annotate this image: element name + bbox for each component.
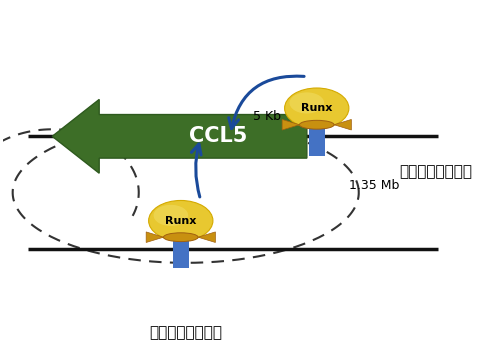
Ellipse shape: [284, 88, 349, 129]
Text: CCL5: CCL5: [188, 126, 247, 146]
Bar: [173, 233, 188, 268]
Polygon shape: [198, 232, 216, 242]
Polygon shape: [282, 120, 300, 130]
Text: 5 Kb: 5 Kb: [254, 111, 281, 124]
Bar: [309, 121, 324, 156]
Ellipse shape: [154, 205, 188, 226]
Ellipse shape: [148, 201, 213, 241]
Ellipse shape: [164, 233, 198, 242]
Ellipse shape: [300, 120, 334, 129]
Ellipse shape: [290, 92, 324, 114]
Text: Runx: Runx: [301, 103, 332, 113]
Polygon shape: [52, 100, 307, 173]
Text: 1.35 Mb: 1.35 Mb: [349, 179, 400, 192]
Text: 近位エンハンサー: 近位エンハンサー: [400, 164, 472, 179]
Text: Runx: Runx: [165, 216, 196, 226]
Polygon shape: [146, 232, 164, 242]
Text: 遠位エンハンサー: 遠位エンハンサー: [149, 326, 222, 341]
Polygon shape: [334, 120, 351, 130]
